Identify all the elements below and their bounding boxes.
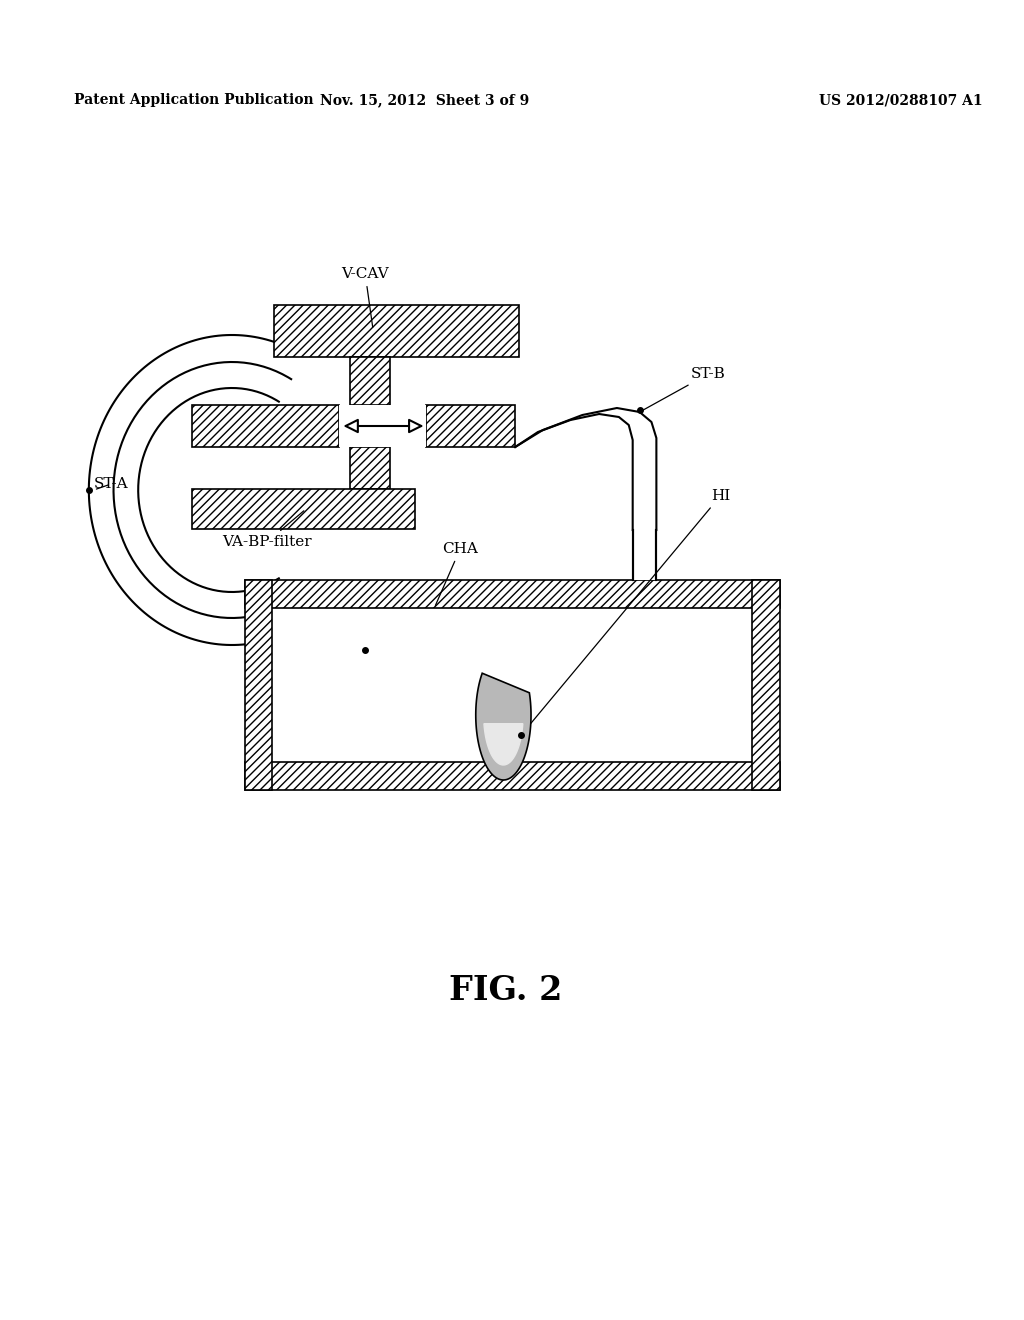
- Bar: [350, 356, 390, 405]
- Polygon shape: [484, 723, 523, 766]
- Polygon shape: [476, 673, 531, 780]
- Text: VA-BP-filter: VA-BP-filter: [222, 511, 311, 549]
- Text: CHA: CHA: [435, 543, 478, 606]
- Bar: [193, 405, 339, 447]
- Text: V-CAV: V-CAV: [341, 267, 389, 327]
- Bar: [245, 579, 779, 609]
- Bar: [752, 579, 779, 789]
- Bar: [633, 531, 656, 579]
- Bar: [245, 762, 779, 789]
- Text: HI: HI: [523, 488, 730, 733]
- Text: Patent Application Publication: Patent Application Publication: [74, 92, 313, 107]
- Bar: [272, 609, 752, 762]
- Text: ST-B: ST-B: [642, 367, 726, 411]
- Bar: [426, 405, 515, 447]
- Bar: [245, 579, 272, 789]
- Text: US 2012/0288107 A1: US 2012/0288107 A1: [819, 92, 983, 107]
- Bar: [274, 305, 519, 356]
- Bar: [193, 488, 415, 529]
- Text: Nov. 15, 2012  Sheet 3 of 9: Nov. 15, 2012 Sheet 3 of 9: [319, 92, 529, 107]
- Text: FIG. 2: FIG. 2: [449, 974, 562, 1006]
- Bar: [350, 447, 390, 488]
- Text: ST-A: ST-A: [93, 477, 128, 491]
- Bar: [339, 405, 426, 447]
